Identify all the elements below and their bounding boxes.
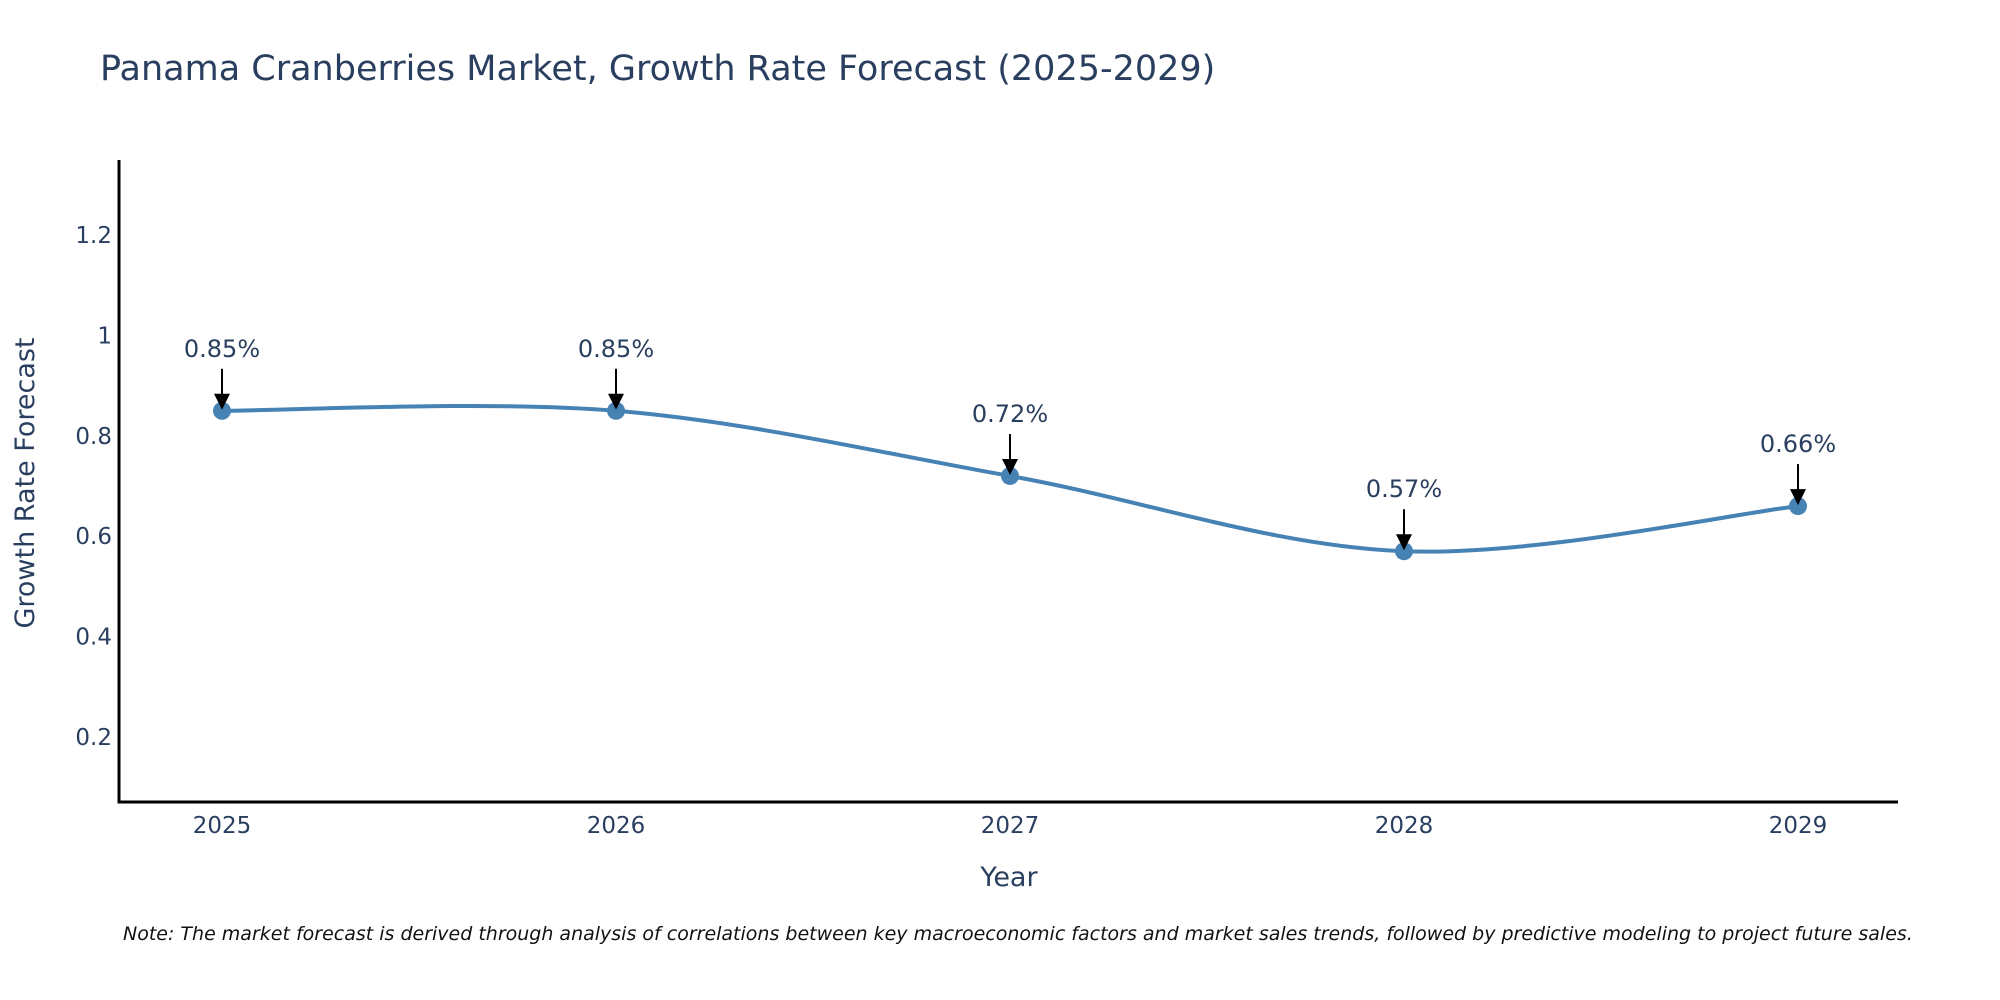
data-label: 0.72% bbox=[972, 400, 1048, 428]
data-point bbox=[213, 401, 231, 420]
y-tick-label: 1.2 bbox=[75, 223, 112, 249]
y-axis-ticks: 0.2 0.4 0.6 0.8 1 1.2 bbox=[75, 223, 112, 751]
data-label: 0.66% bbox=[1760, 430, 1836, 458]
x-axis-ticks: 2025 2026 2027 2028 2029 bbox=[193, 813, 1828, 839]
data-point bbox=[1789, 497, 1807, 516]
y-tick-label: 0.6 bbox=[75, 524, 112, 550]
data-point bbox=[607, 401, 625, 420]
x-tick-label: 2029 bbox=[1769, 813, 1828, 839]
y-tick-label: 0.2 bbox=[75, 725, 112, 751]
data-label: 0.57% bbox=[1366, 475, 1442, 503]
annotation-arrow-head bbox=[608, 393, 624, 410]
y-axis-title: Growth Rate Forecast bbox=[10, 337, 41, 628]
annotation-arrow-head bbox=[1790, 489, 1806, 506]
data-label: 0.85% bbox=[184, 335, 260, 363]
y-tick-label: 0.4 bbox=[75, 624, 112, 650]
annotation-arrow-head bbox=[214, 393, 230, 410]
x-tick-label: 2026 bbox=[587, 813, 646, 839]
chart-title: Panama Cranberries Market, Growth Rate F… bbox=[100, 49, 1215, 89]
x-tick-label: 2027 bbox=[981, 813, 1040, 839]
y-tick-label: 0.8 bbox=[75, 424, 112, 450]
x-tick-label: 2028 bbox=[1375, 813, 1434, 839]
data-label: 0.85% bbox=[578, 335, 654, 363]
data-point bbox=[1395, 542, 1413, 561]
y-tick-label: 1 bbox=[97, 324, 112, 350]
footnote: Note: The market forecast is derived thr… bbox=[123, 923, 1913, 945]
data-point bbox=[1001, 466, 1019, 485]
x-tick-label: 2025 bbox=[193, 813, 252, 839]
data-markers bbox=[213, 401, 1807, 561]
x-axis-title: Year bbox=[979, 862, 1038, 893]
data-annotations: 0.85% 0.85% 0.72% 0.57% 0.66% bbox=[184, 335, 1836, 551]
annotation-arrow-head bbox=[1396, 534, 1412, 551]
annotation-arrow-head bbox=[1002, 458, 1018, 475]
